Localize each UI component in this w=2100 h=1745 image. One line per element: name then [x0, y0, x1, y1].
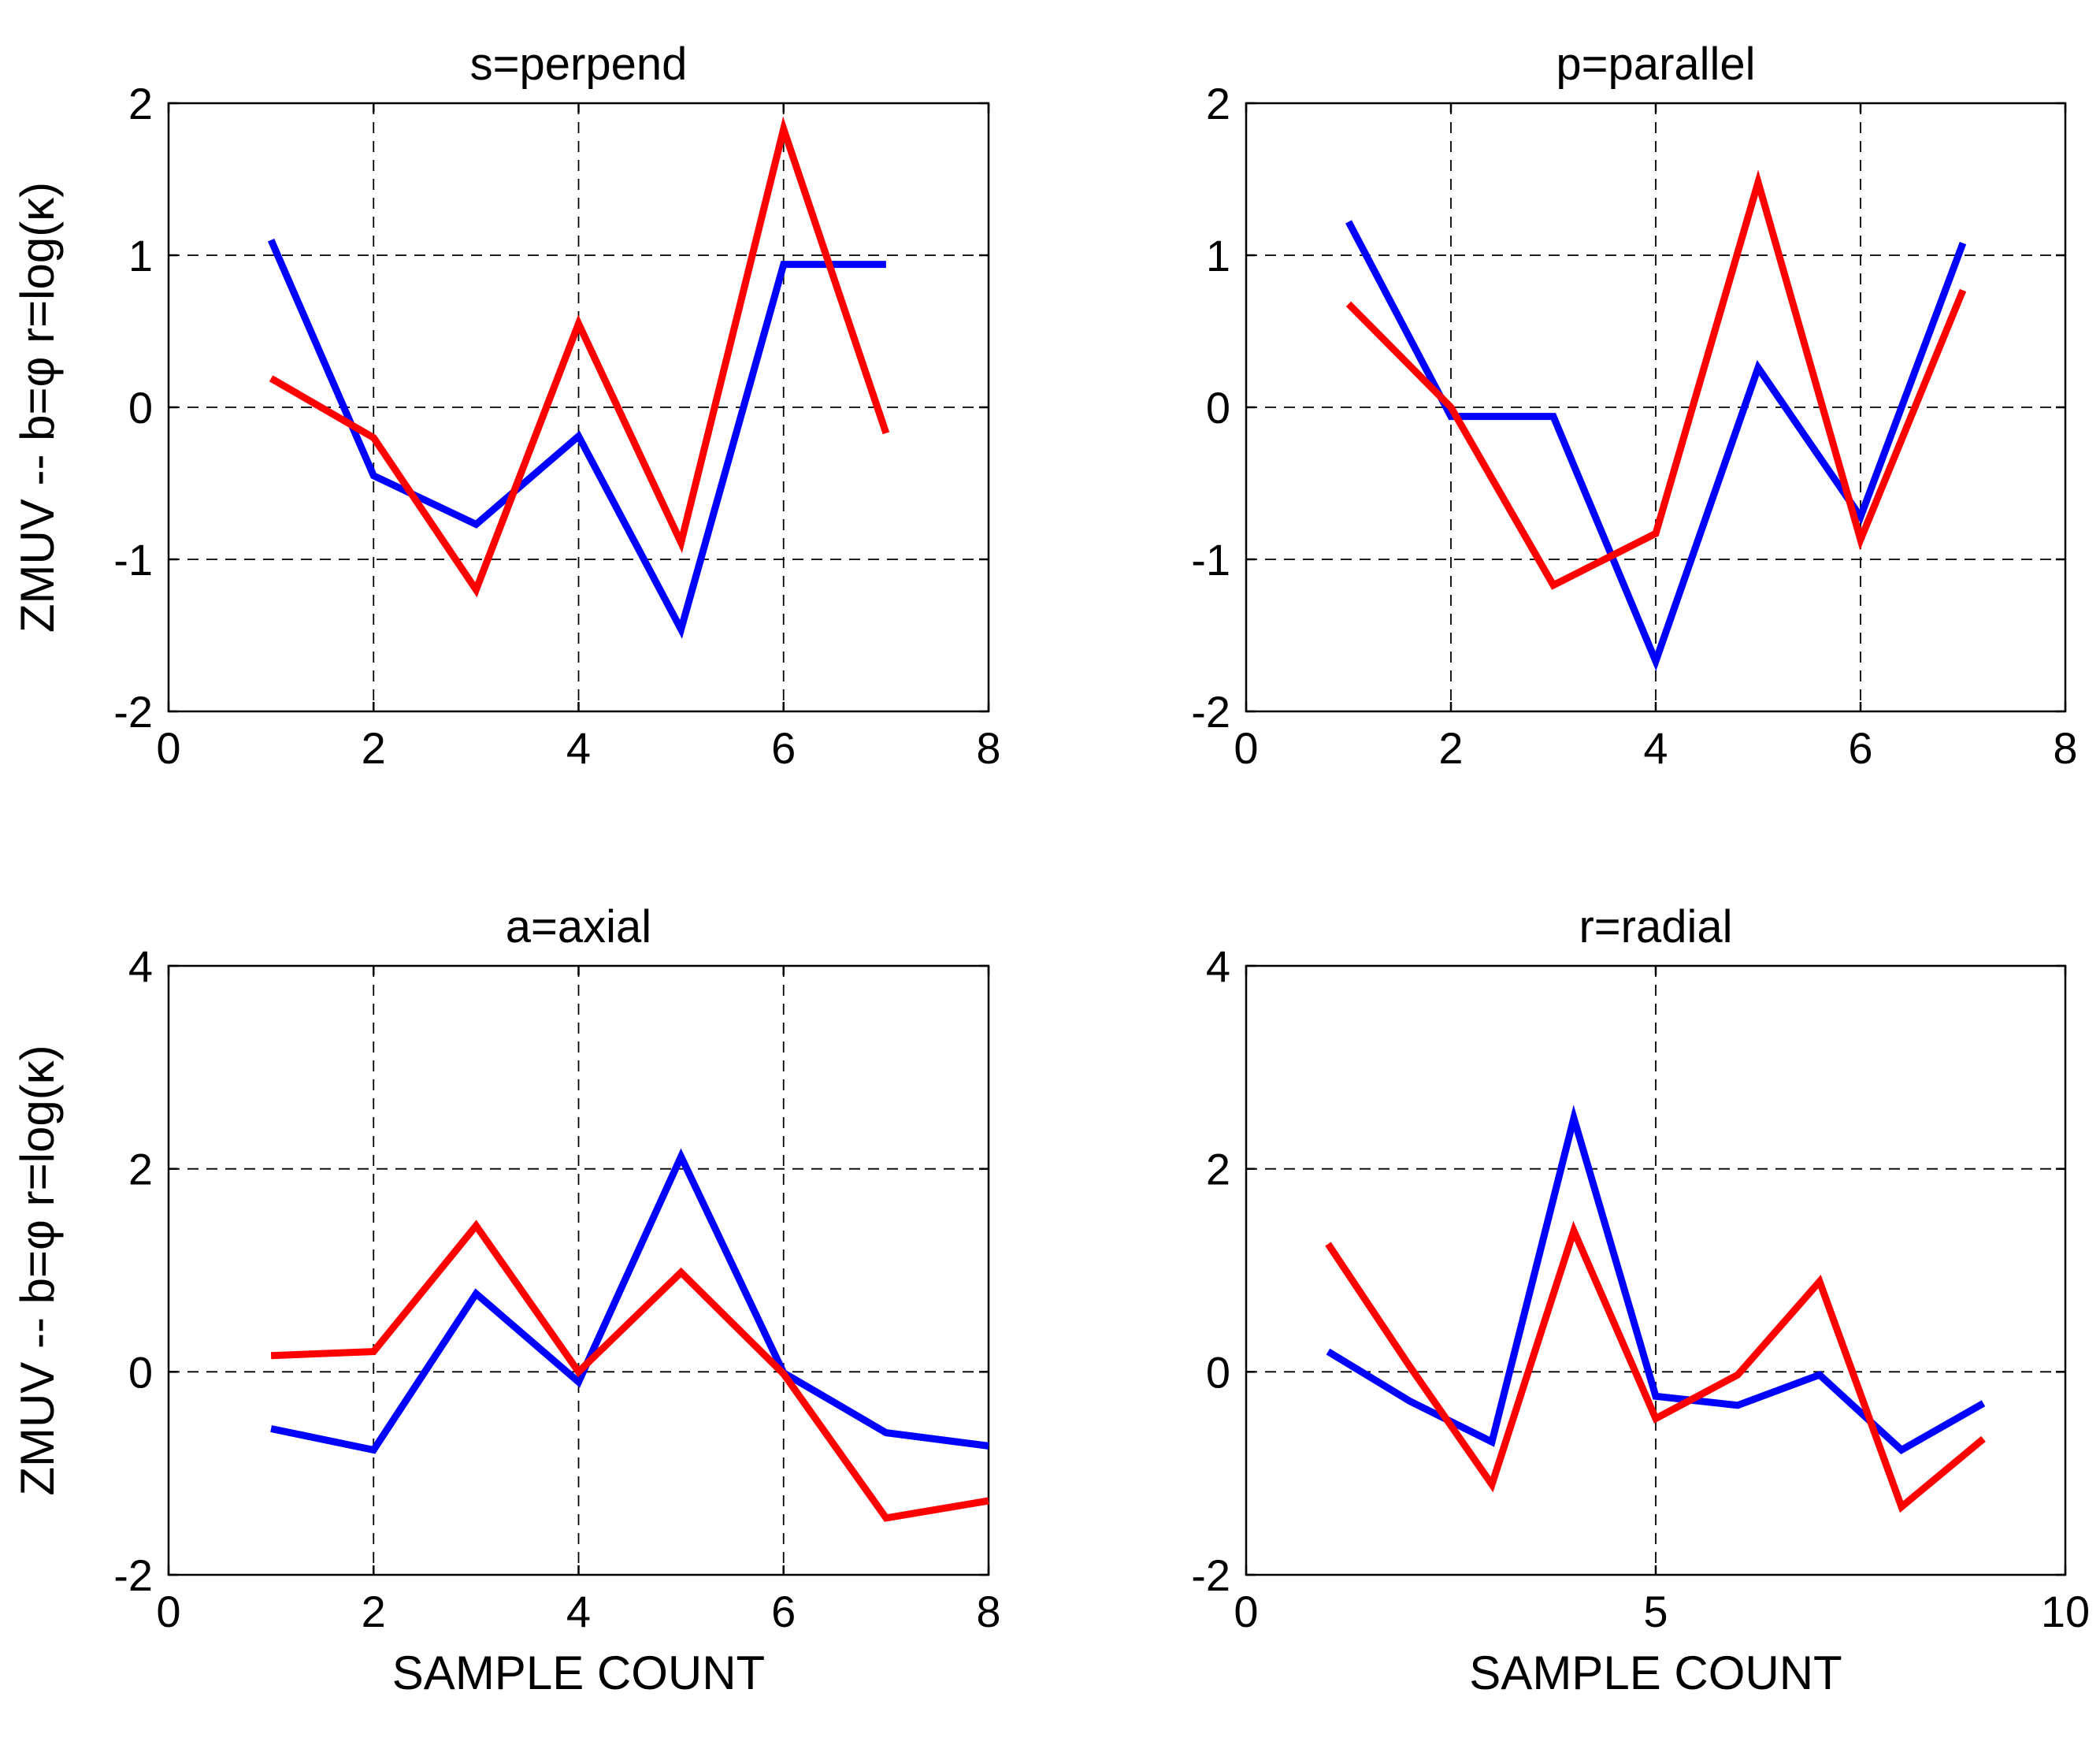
x-tick-label: 5 — [1643, 1587, 1668, 1636]
y-tick-label: 4 — [128, 941, 153, 991]
y-tick-label: -1 — [113, 535, 153, 585]
y-axis-label: ZMUV -- b=φ r=log(κ) — [11, 182, 64, 633]
y-tick-label: -2 — [1191, 1550, 1230, 1600]
x-tick-label: 6 — [771, 723, 796, 773]
x-tick-label: 0 — [1234, 723, 1258, 773]
x-tick-label: 0 — [156, 723, 180, 773]
x-tick-label: 6 — [1848, 723, 1872, 773]
y-tick-label: 1 — [1206, 231, 1230, 280]
y-tick-label: 2 — [1206, 79, 1230, 128]
x-tick-label: 4 — [1643, 723, 1668, 773]
y-tick-label: 0 — [1206, 383, 1230, 433]
x-tick-label: 2 — [362, 1587, 386, 1636]
y-tick-label: -1 — [1191, 535, 1230, 585]
x-tick-label: 4 — [566, 723, 591, 773]
x-axis-label: SAMPLE COUNT — [392, 1647, 765, 1699]
x-tick-label: 0 — [156, 1587, 180, 1636]
x-tick-label: 8 — [976, 723, 1000, 773]
panel-title: r=radial — [1579, 901, 1732, 952]
x-tick-label: 0 — [1234, 1587, 1258, 1636]
panel-title: s=perpend — [470, 39, 688, 90]
y-tick-label: 1 — [128, 231, 153, 280]
x-axis-label: SAMPLE COUNT — [1469, 1647, 1842, 1699]
y-tick-label: 2 — [1206, 1145, 1230, 1194]
x-tick-label: 4 — [566, 1587, 591, 1636]
x-tick-label: 8 — [2053, 723, 2077, 773]
y-tick-label: -2 — [113, 687, 153, 737]
series-line-r — [270, 1220, 989, 1522]
x-tick-label: 2 — [362, 723, 386, 773]
y-tick-label: -2 — [113, 1550, 153, 1600]
panel-title: a=axial — [506, 901, 651, 952]
x-tick-label: 2 — [1438, 723, 1463, 773]
chart-panel-2: 0 2 4 6 8 -2 -1 0 1 2 p=parallel — [1191, 39, 2077, 773]
y-tick-label: 4 — [1206, 941, 1230, 991]
series-line-b — [270, 1148, 989, 1454]
y-axis-label: ZMUV -- b=φ r=log(κ) — [11, 1045, 64, 1495]
chart-panel-1: 0 2 4 6 8 -2 -1 0 1 2 s=perpend ZMUV -- b=φ r=log(κ… — [11, 39, 1001, 773]
panel-title: p=parallel — [1556, 39, 1755, 90]
x-tick-label: 6 — [771, 1587, 796, 1636]
x-tick-label: 10 — [2041, 1587, 2090, 1636]
y-tick-label: 2 — [128, 1145, 153, 1194]
y-tick-label: 0 — [1206, 1347, 1230, 1397]
y-tick-label: 2 — [128, 79, 153, 128]
y-tick-label: 0 — [128, 383, 153, 433]
y-tick-label: 0 — [128, 1347, 153, 1397]
x-tick-label: 8 — [976, 1587, 1000, 1636]
y-tick-label: -2 — [1191, 687, 1230, 737]
